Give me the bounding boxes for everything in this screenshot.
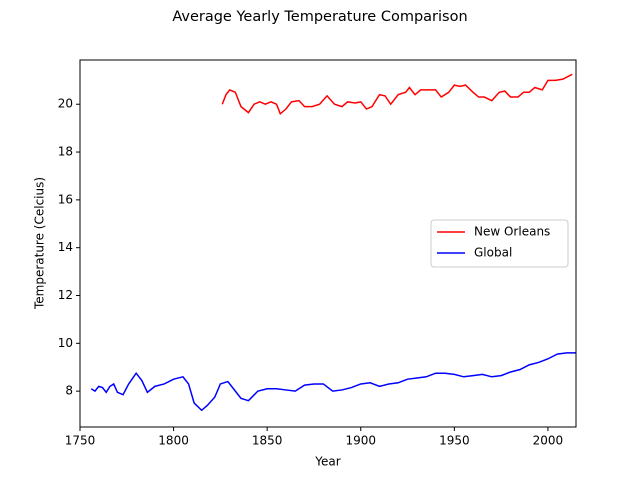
x-tick-label: 1850 bbox=[252, 434, 283, 448]
line-series bbox=[90, 352, 576, 412]
y-tick-label: 12 bbox=[58, 288, 73, 302]
y-tick-label: 20 bbox=[58, 97, 73, 111]
x-tick-label: 1800 bbox=[158, 434, 189, 448]
legend-label: New Orleans bbox=[474, 225, 550, 239]
y-tick-label: 16 bbox=[58, 192, 73, 206]
plot-frame bbox=[79, 59, 577, 428]
y-tick-label: 14 bbox=[58, 240, 73, 254]
chart-title: Average Yearly Temperature Comparison bbox=[172, 9, 467, 25]
legend-label: Global bbox=[474, 246, 512, 260]
legend-box bbox=[430, 219, 569, 268]
y-axis-label: Temperature (Celcius) bbox=[33, 177, 47, 310]
x-axis-label: Year bbox=[314, 455, 340, 469]
x-tick-label: 2000 bbox=[533, 434, 564, 448]
y-tick-label: 8 bbox=[65, 384, 73, 398]
y-tick-label: 18 bbox=[58, 145, 73, 159]
y-tick-label: 10 bbox=[58, 336, 73, 350]
x-tick-label: 1950 bbox=[439, 434, 470, 448]
x-tick-label: 1750 bbox=[65, 434, 96, 448]
line-series bbox=[221, 73, 573, 116]
x-tick-label: 1900 bbox=[345, 434, 376, 448]
